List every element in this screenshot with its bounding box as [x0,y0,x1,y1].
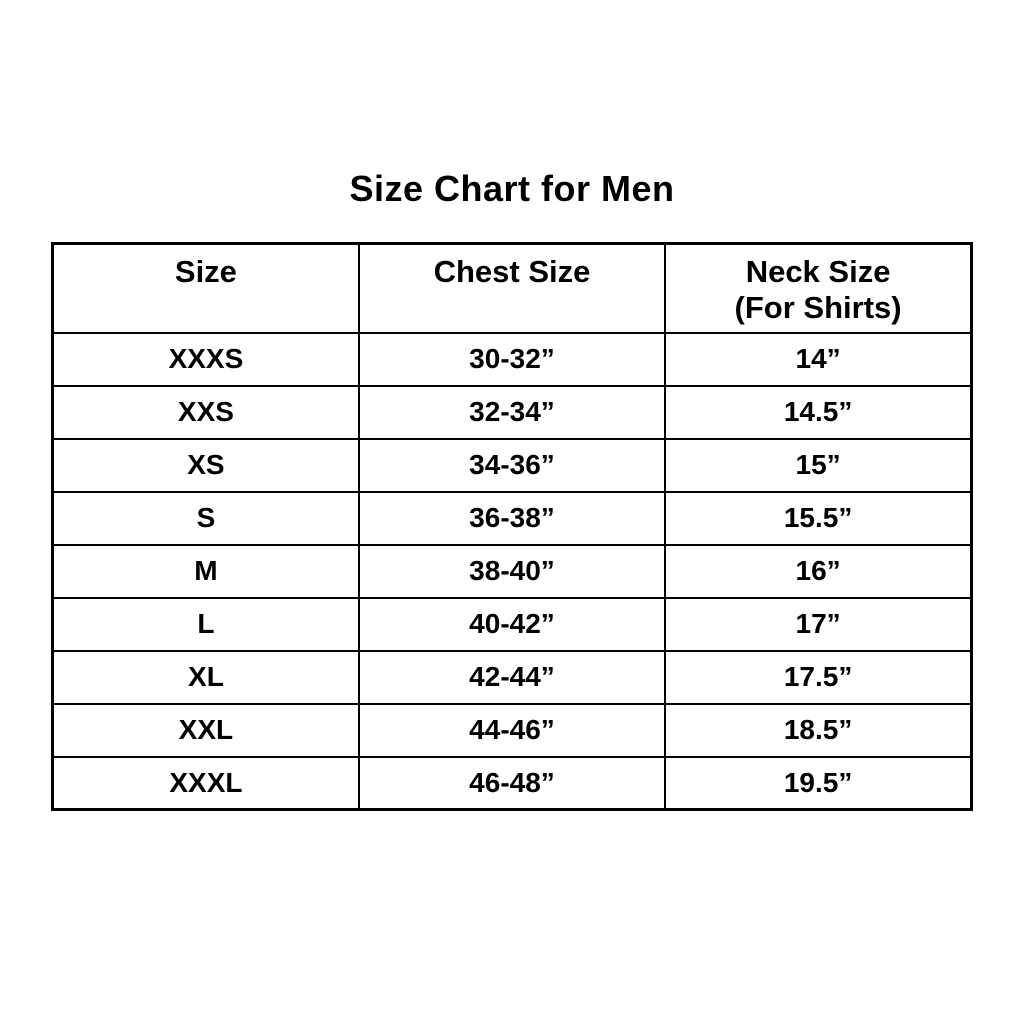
cell-size: S [51,490,360,546]
cell-neck: 14” [664,331,973,387]
header-chest-size-label: Chest Size [433,254,591,289]
cell-chest: 38-40” [357,543,667,599]
cell-neck: 15.5” [664,490,973,546]
cell-neck: 14.5” [664,384,973,440]
cell-chest: 32-34” [357,384,667,440]
table-row: XS 34-36” 15” [51,437,973,493]
table-row: XL 42-44” 17.5” [51,649,973,705]
cell-chest: 34-36” [357,437,667,493]
header-size: Size [51,242,360,334]
cell-chest: 46-48” [357,755,667,811]
cell-chest: 40-42” [357,596,667,652]
header-row: Size Chest Size Neck Size (For Shirts) [51,242,973,334]
cell-size: XXL [51,702,360,758]
table-row: XXL 44-46” 18.5” [51,702,973,758]
cell-size: L [51,596,360,652]
cell-size: XL [51,649,360,705]
header-neck-size: Neck Size (For Shirts) [664,242,973,334]
cell-size: XXS [51,384,360,440]
cell-chest: 30-32” [357,331,667,387]
table-row: L 40-42” 17” [51,596,973,652]
table-row: S 36-38” 15.5” [51,490,973,546]
cell-neck: 15” [664,437,973,493]
cell-chest: 36-38” [357,490,667,546]
table-row: XXS 32-34” 14.5” [51,384,973,440]
header-neck-size-sublabel: (For Shirts) [734,290,902,325]
cell-neck: 19.5” [664,755,973,811]
header-neck-size-label: Neck Size [745,254,891,289]
cell-chest: 42-44” [357,649,667,705]
table-row: XXXS 30-32” 14” [51,331,973,387]
header-size-label: Size [174,254,237,289]
cell-chest: 44-46” [357,702,667,758]
cell-neck: 16” [664,543,973,599]
table-row: M 38-40” 16” [51,543,973,599]
page-title: Size Chart for Men [349,168,675,209]
table-row: XXXL 46-48” 19.5” [51,755,973,811]
cell-size: M [51,543,360,599]
cell-neck: 18.5” [664,702,973,758]
cell-neck: 17.5” [664,649,973,705]
cell-size: XXXS [51,331,360,387]
header-chest-size: Chest Size [357,242,667,334]
size-chart-table: Size Chest Size Neck Size (For Shirts) X… [51,242,973,811]
cell-neck: 17” [664,596,973,652]
cell-size: XS [51,437,360,493]
cell-size: XXXL [51,755,360,811]
